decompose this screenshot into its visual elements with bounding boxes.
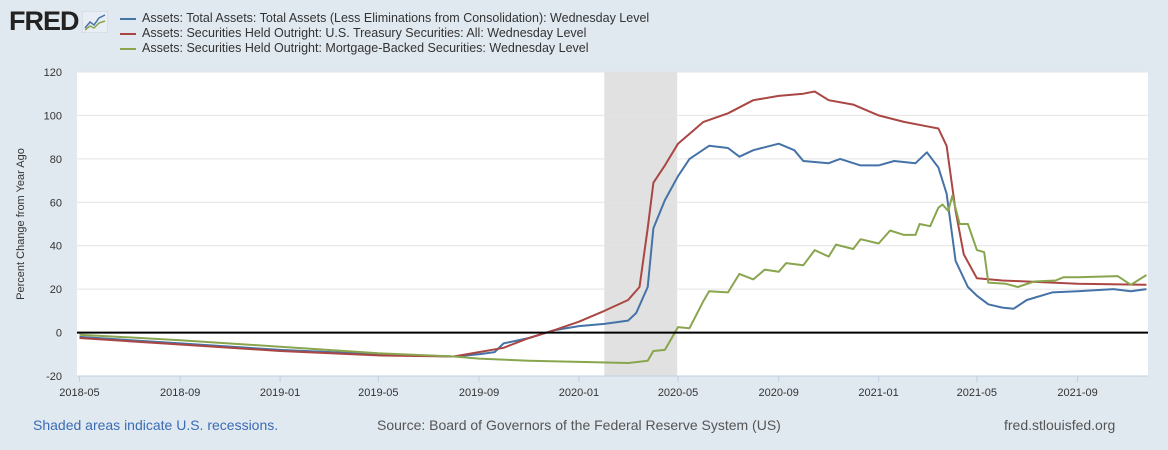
y-tick-label: 40: [50, 241, 62, 253]
legend-label: Assets: Total Assets: Total Assets (Less…: [142, 11, 650, 25]
legend-swatch: [120, 32, 136, 35]
legend-item: Assets: Securities Held Outright: Mortga…: [120, 41, 649, 56]
x-tick-label: 2021-05: [957, 387, 997, 399]
x-tick-label: 2018-05: [59, 387, 99, 399]
y-tick-label: 20: [50, 284, 62, 296]
x-tick-label: 2020-05: [658, 387, 698, 399]
line-chart: -20 0 20 40 60 80 100 120 2018-05 2018-09 2019-01 2…: [15, 67, 1148, 399]
y-tick-label: 80: [50, 154, 62, 166]
fred-logo-text: FRED: [9, 6, 79, 36]
x-tick-label: 2020-09: [759, 387, 799, 399]
x-tick-label: 2021-01: [858, 387, 898, 399]
legend-label: Assets: Securities Held Outright: U.S. T…: [142, 26, 587, 40]
y-axis-title: Percent Change from Year Ago: [15, 148, 27, 300]
y-tick-label: -20: [46, 371, 62, 383]
x-tick-label: 2018-09: [160, 387, 200, 399]
fred-logo[interactable]: FRED: [9, 6, 108, 37]
legend-swatch: [120, 47, 136, 50]
recession-note: Shaded areas indicate U.S. recessions.: [33, 417, 279, 433]
x-tick-label: 2021-09: [1057, 387, 1097, 399]
x-tick-label: 2019-09: [459, 387, 499, 399]
series-line-3: [79, 194, 1147, 364]
source-text: Source: Board of Governors of the Federa…: [377, 417, 781, 433]
legend-item: Assets: Total Assets: Total Assets (Less…: [120, 11, 649, 26]
y-tick-label: 60: [50, 197, 62, 209]
legend: Assets: Total Assets: Total Assets (Less…: [120, 11, 649, 56]
series-line-1: [79, 142, 1147, 358]
recession-shade: [604, 72, 678, 376]
y-tick-label: 0: [56, 328, 62, 340]
chart-logo-icon: [81, 10, 108, 33]
y-tick-label: 100: [44, 110, 62, 122]
x-tick-label: 2019-01: [260, 387, 300, 399]
site-link[interactable]: fred.stlouisfed.org: [1004, 417, 1116, 433]
y-tick-label: 120: [44, 67, 62, 79]
legend-label: Assets: Securities Held Outright: Mortga…: [142, 41, 589, 55]
legend-swatch: [120, 17, 136, 20]
x-tick-label: 2020-01: [559, 387, 599, 399]
legend-item: Assets: Securities Held Outright: U.S. T…: [120, 26, 649, 41]
x-tick-label: 2019-05: [358, 387, 398, 399]
